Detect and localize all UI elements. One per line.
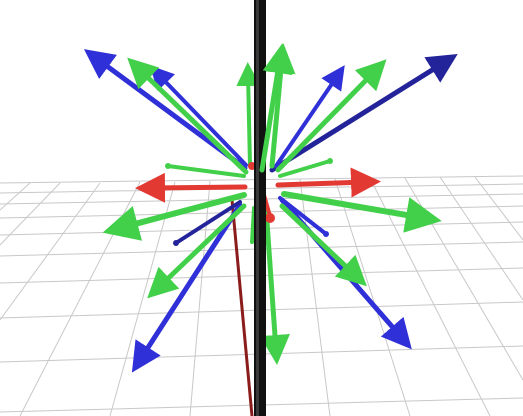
red-arrow — [135, 172, 248, 203]
green-arrow — [102, 192, 247, 241]
green-arrow — [236, 62, 261, 168]
blue-arrow — [269, 54, 458, 173]
green-arrow — [265, 43, 296, 169]
green-arrow-tip — [327, 158, 333, 164]
blue-arrow-tip — [323, 231, 329, 237]
blue-arrow — [131, 202, 243, 373]
red-arrow — [275, 167, 381, 198]
green-arrow — [259, 205, 290, 365]
green-arrow — [281, 191, 442, 233]
green-arrow — [279, 203, 367, 287]
blue-arrow — [278, 196, 328, 236]
green-arrow-group — [102, 43, 442, 365]
green-arrow — [147, 203, 247, 299]
blue-arrow-tip — [173, 240, 179, 246]
green-arrow — [275, 59, 387, 173]
green-arrow — [127, 57, 249, 175]
blue-arrow — [274, 65, 345, 168]
pole-shadow-line — [230, 199, 254, 416]
green-arrow — [259, 43, 293, 173]
vertical-pole-highlight — [256, 0, 259, 416]
blue-arrow — [174, 200, 242, 245]
green-arrow — [250, 206, 256, 244]
vertical-pole — [254, 0, 266, 416]
green-arrow — [278, 159, 332, 178]
blue-arrow — [149, 65, 248, 167]
green-arrow — [166, 164, 246, 178]
green-arrow-tip — [165, 163, 171, 169]
